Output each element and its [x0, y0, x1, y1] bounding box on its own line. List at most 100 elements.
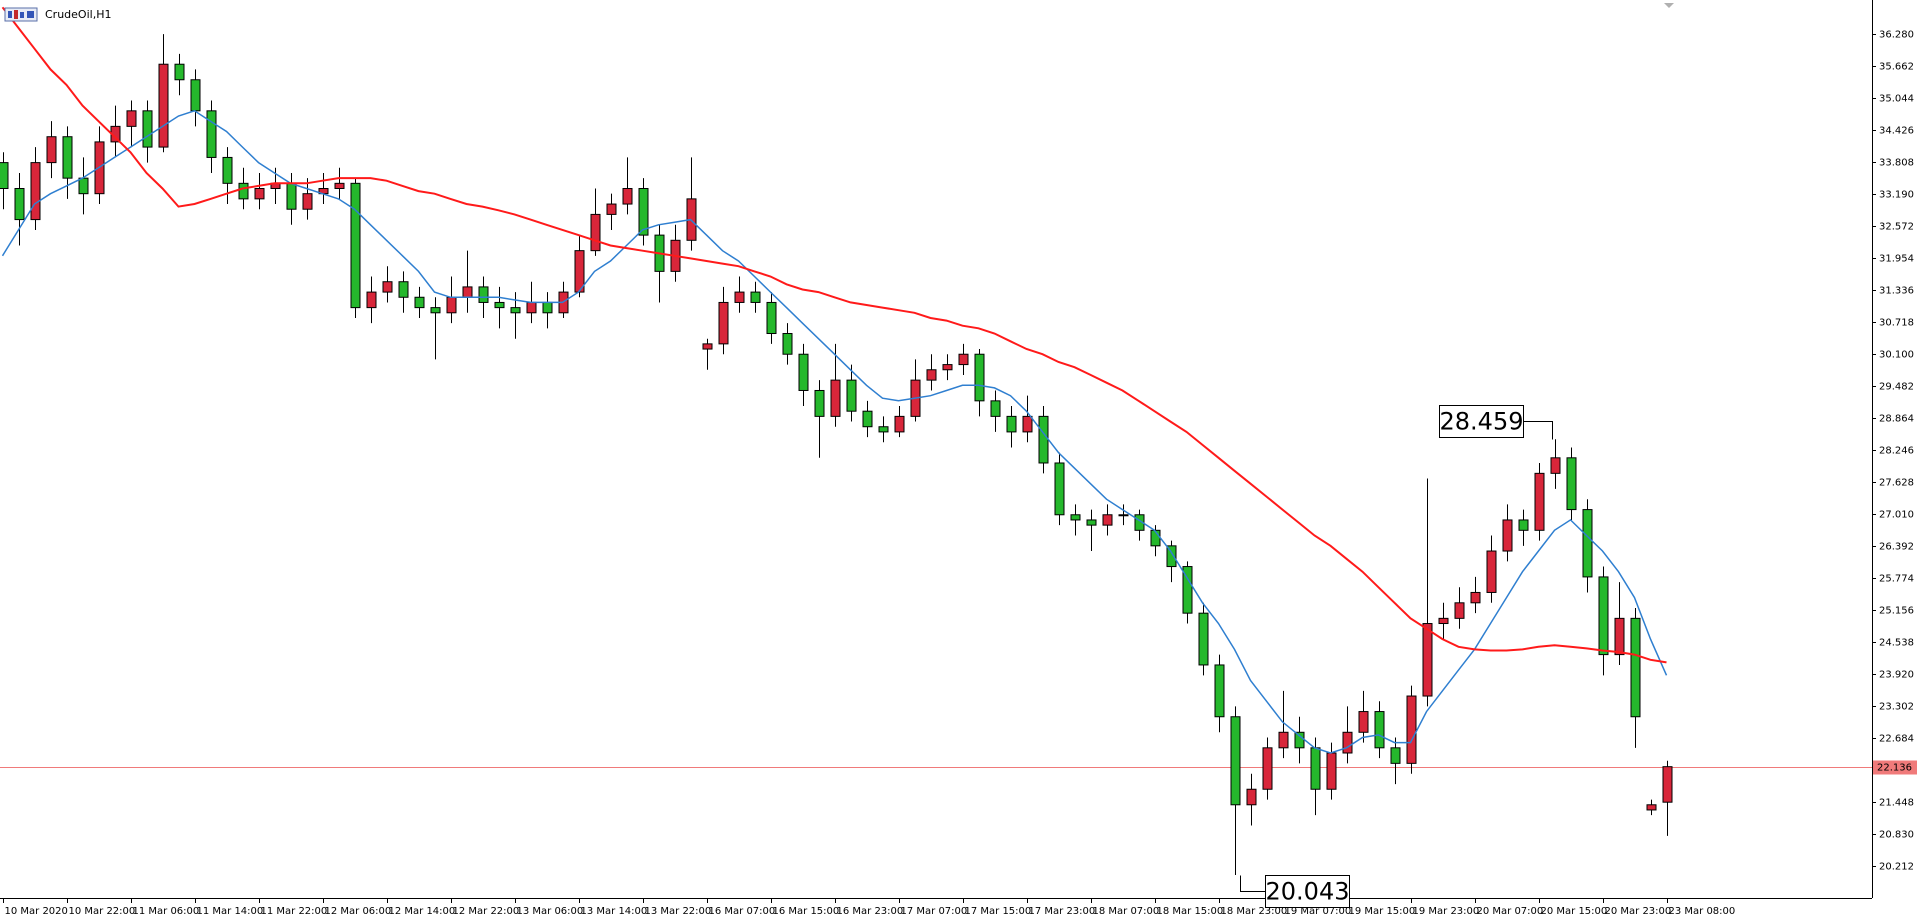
- candle-body: [1310, 747, 1321, 790]
- candle-body: [1614, 617, 1625, 656]
- candle-body: [1070, 514, 1081, 521]
- y-tick-label: 27.010: [1879, 510, 1914, 521]
- x-tick-label: 13 Mar 14:00: [581, 906, 648, 917]
- x-tick-label: 11 Mar 14:00: [197, 906, 264, 917]
- x-tick-label: 18 Mar 15:00: [1157, 906, 1224, 917]
- candle-body: [606, 203, 617, 215]
- candle-body: [1134, 514, 1145, 531]
- candle-body: [1086, 519, 1097, 526]
- candle-body: [1166, 545, 1177, 568]
- candle-body: [766, 301, 777, 335]
- candle-body: [46, 136, 57, 164]
- y-tick-label: 31.336: [1879, 286, 1914, 297]
- x-tick-label: 20 Mar 07:00: [1477, 906, 1544, 917]
- candle-body: [1422, 623, 1433, 697]
- candle-body: [1246, 788, 1257, 806]
- candle-body: [878, 426, 889, 433]
- y-tick-label: 30.100: [1879, 350, 1914, 361]
- candle-body: [1502, 519, 1513, 552]
- candle-body: [510, 307, 521, 314]
- candle-body: [750, 291, 761, 303]
- y-tick-label: 20.830: [1879, 830, 1914, 841]
- candle-body: [30, 162, 41, 221]
- x-tick-label: 17 Mar 07:00: [901, 906, 968, 917]
- candle-body: [798, 353, 809, 391]
- candle-body: [1262, 747, 1273, 790]
- callout-leader: [1523, 421, 1553, 440]
- y-tick-label: 22.684: [1879, 734, 1914, 745]
- candle-body: [1038, 415, 1049, 464]
- candle-body: [1406, 695, 1417, 764]
- candle-body: [1390, 747, 1401, 764]
- candle-body: [414, 296, 425, 309]
- candle-body: [478, 286, 489, 303]
- candle-body: [862, 410, 873, 428]
- x-tick-label: 19 Mar 23:00: [1413, 906, 1480, 917]
- candle-body: [1182, 566, 1193, 614]
- candle-body: [1646, 804, 1657, 811]
- candle-body: [398, 281, 409, 298]
- candle-body: [1486, 550, 1497, 593]
- candle-body: [334, 182, 345, 190]
- y-tick-label: 36.280: [1879, 30, 1914, 41]
- candle-body: [894, 415, 905, 433]
- candle-body: [0, 162, 9, 190]
- x-tick-label: 12 Mar 14:00: [389, 906, 456, 917]
- x-tick-label: 17 Mar 15:00: [965, 906, 1032, 917]
- candle-body: [622, 188, 633, 205]
- candle-body: [142, 110, 153, 148]
- candle-body: [814, 389, 825, 417]
- candle-body: [1358, 711, 1369, 733]
- candle-body: [1374, 711, 1385, 749]
- y-tick-label: 21.448: [1879, 798, 1914, 809]
- y-tick-label: 31.954: [1879, 254, 1914, 265]
- moving-average-line: [1, 109, 1668, 754]
- y-tick-label: 25.774: [1879, 574, 1914, 585]
- y-tick-label: 29.482: [1879, 382, 1914, 393]
- candle-body: [846, 379, 857, 412]
- candle-body: [990, 400, 1001, 417]
- candle-body: [1022, 415, 1033, 433]
- candle-body: [1054, 462, 1065, 516]
- candle-body: [1326, 752, 1337, 790]
- price-label-box: [1873, 760, 1917, 775]
- candle-body: [974, 353, 985, 402]
- candle-body: [446, 296, 457, 314]
- x-tick-label: 12 Mar 06:00: [325, 906, 392, 917]
- x-tick-label: 11 Mar 22:00: [261, 906, 328, 917]
- y-tick-label: 24.538: [1879, 638, 1914, 649]
- y-tick-label: 33.190: [1879, 190, 1914, 201]
- x-tick-label: 20 Mar 23:00: [1605, 906, 1672, 917]
- candle-body: [1630, 617, 1641, 718]
- candle-body: [430, 307, 441, 314]
- candle-body: [14, 188, 25, 221]
- candle-body: [574, 250, 585, 293]
- candle-body: [1598, 576, 1609, 656]
- candle-body: [526, 301, 537, 314]
- candle-body: [286, 182, 297, 210]
- candle-body: [1470, 591, 1481, 604]
- candle-body: [1294, 731, 1305, 749]
- candle-body: [702, 343, 713, 350]
- x-tick-label: 18 Mar 23:00: [1221, 906, 1288, 917]
- candle-body: [494, 301, 505, 309]
- x-tick-label: 10 Mar 2020: [5, 906, 68, 917]
- candle-body: [1518, 519, 1529, 531]
- candle-body: [782, 333, 793, 355]
- candle-body: [1582, 509, 1593, 578]
- x-tick-label: 19 Mar 15:00: [1349, 906, 1416, 917]
- y-tick-label: 34.426: [1879, 126, 1914, 137]
- candle-body: [718, 301, 729, 345]
- candle-body: [958, 353, 969, 366]
- candle-body: [238, 182, 249, 200]
- candle-body: [638, 188, 649, 236]
- x-tick-label: 16 Mar 07:00: [709, 906, 776, 917]
- x-tick-label: 13 Mar 06:00: [517, 906, 584, 917]
- symbol-icon: [4, 7, 38, 22]
- callout-box: [1439, 405, 1524, 438]
- candle-body: [1662, 766, 1673, 803]
- candle-body: [1454, 602, 1465, 619]
